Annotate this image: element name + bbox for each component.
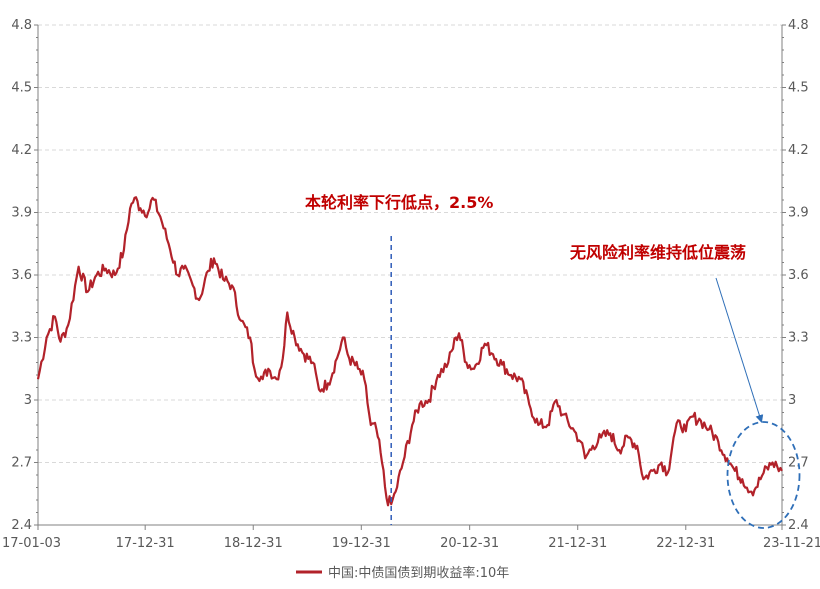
x-tick-label: 18-12-31 (224, 536, 283, 551)
y-tick-label-right: 4.2 (788, 143, 809, 158)
x-tick-label: 21-12-31 (548, 536, 607, 551)
y-tick-label-left: 4.5 (11, 81, 32, 96)
y-tick-label-left: 3.9 (11, 206, 32, 221)
x-tick-label: 22-12-31 (656, 536, 715, 551)
y-tick-label-right: 4.8 (788, 18, 809, 33)
y-tick-label-right: 2.4 (788, 518, 809, 533)
x-tick-label: 19-12-31 (332, 536, 391, 551)
axis-ticks (34, 24, 786, 530)
series-line-10y-yield (36, 196, 783, 507)
x-tick-label: 17-12-31 (116, 536, 175, 551)
grid-lines (38, 24, 782, 463)
left-y-tick-labels: 4.8 4.5 4.2 3.9 3.6 3.3 3 2.7 2.4 (11, 18, 32, 533)
y-tick-label-left: 3 (24, 393, 32, 408)
legend-label: 中国:中债国债到期收益率:10年 (328, 565, 509, 581)
annotation-arrow (715, 277, 764, 423)
y-tick-label-left: 2.7 (11, 456, 32, 471)
y-tick-label-right: 3 (788, 393, 796, 408)
y-tick-label-left: 4.2 (11, 143, 32, 158)
legend: 中国:中债国债到期收益率:10年 (296, 565, 509, 581)
annotation-ellipse (726, 421, 801, 529)
y-tick-label-right: 3.3 (788, 331, 809, 346)
right-y-tick-labels: 4.8 4.5 4.2 3.9 3.6 3.3 3 2.7 2.4 (788, 18, 809, 533)
y-tick-label-left: 3.6 (11, 268, 32, 283)
y-tick-label-left: 2.4 (11, 518, 32, 533)
x-tick-label: 20-12-31 (440, 536, 499, 551)
x-tick-label: 17-01-03 (2, 536, 61, 551)
y-tick-label-right: 2.7 (788, 456, 809, 471)
x-tick-label: 23-11-21 (763, 536, 820, 551)
y-tick-label-left: 3.3 (11, 331, 32, 346)
y-tick-label-right: 3.9 (788, 206, 809, 221)
annotation-low-range: 无风险利率维持低位震荡 (569, 243, 746, 262)
y-tick-label-right: 4.5 (788, 81, 809, 96)
x-tick-labels: 17-01-03 17-12-31 18-12-31 19-12-31 20-12-31… (2, 536, 820, 551)
y-tick-label-right: 3.6 (788, 268, 809, 283)
annotation-low-point: 本轮利率下行低点，2.5% (305, 193, 493, 212)
y-tick-label-left: 4.8 (11, 18, 32, 33)
